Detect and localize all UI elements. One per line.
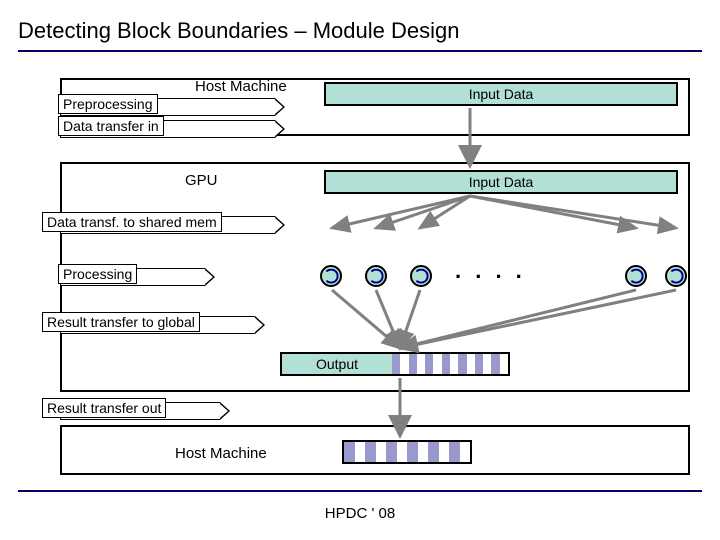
label-result-out: Result transfer out [42, 398, 166, 418]
output-label: Output [316, 356, 358, 372]
footer-text: HPDC ' 08 [0, 505, 720, 522]
input-data-text-1: Input Data [469, 86, 534, 102]
host-label-top: Host Machine [195, 78, 287, 95]
slide-title: Detecting Block Boundaries – Module Desi… [18, 18, 459, 44]
label-data-transfer-in: Data transfer in [58, 116, 164, 136]
input-data-bar-host: Input Data [324, 82, 678, 106]
title-rule [18, 50, 702, 52]
footer-rule [18, 490, 702, 492]
processing-node [320, 265, 342, 287]
label-processing: Processing [58, 264, 137, 284]
input-data-text-2: Input Data [469, 174, 534, 190]
output-label-cell: Output [282, 354, 392, 374]
bottom-stripes [342, 440, 472, 464]
output-bar: Output [280, 352, 510, 376]
label-preprocessing: Preprocessing [58, 94, 158, 114]
label-data-to-shared: Data transf. to shared mem [42, 212, 222, 232]
label-result-to-global: Result transfer to global [42, 312, 200, 332]
ellipsis: . . . . [455, 258, 526, 284]
output-stripes [392, 354, 508, 374]
processing-node [625, 265, 647, 287]
host-label-bottom: Host Machine [175, 445, 267, 462]
processing-node [365, 265, 387, 287]
input-data-bar-gpu: Input Data [324, 170, 678, 194]
processing-node [410, 265, 432, 287]
gpu-label: GPU [185, 172, 218, 189]
processing-node [665, 265, 687, 287]
